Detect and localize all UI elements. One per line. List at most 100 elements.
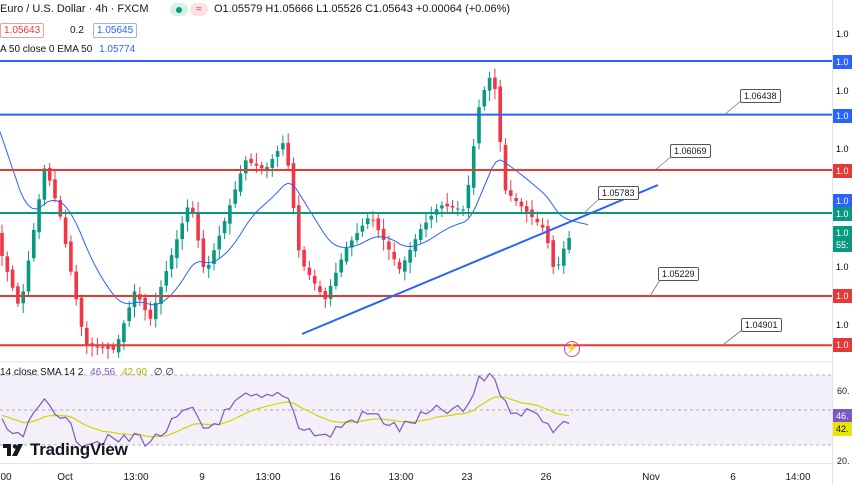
time-label: 00 xyxy=(0,472,12,483)
ema-indicator-value: 1.05774 xyxy=(99,44,136,55)
candle-body xyxy=(37,199,41,233)
candle-body xyxy=(440,205,444,209)
candle-body xyxy=(350,240,354,248)
level-price-badge: 1.0 xyxy=(833,338,852,352)
candle-body xyxy=(63,217,68,245)
candle-body xyxy=(180,223,184,239)
candle-body xyxy=(387,241,391,250)
ema-indicator-name: A 50 close 0 EMA 50 xyxy=(0,44,93,55)
level-price-badge: 1.0 xyxy=(833,55,852,69)
buy-button[interactable]: 1.05645 xyxy=(93,23,138,38)
candle-body xyxy=(259,165,264,169)
last-price-badge: 1.0 xyxy=(833,226,852,240)
time-label: 9 xyxy=(199,472,205,483)
candle-body xyxy=(328,286,333,299)
candle-body xyxy=(100,346,105,348)
data-delayed-icon: ≈ xyxy=(190,3,208,16)
candle-body xyxy=(143,297,147,311)
time-label: 13:00 xyxy=(255,472,281,483)
time-label: Nov xyxy=(642,472,660,483)
candle-body xyxy=(79,297,84,327)
ohlc-values: O1.05579 H1.05666 L1.05526 C1.05643 +0.0… xyxy=(214,3,511,15)
candle-body xyxy=(254,163,259,166)
candle-body xyxy=(53,179,57,199)
label-connector xyxy=(654,155,673,171)
rsi-value: 46.56 xyxy=(90,367,116,378)
time-label: Oct xyxy=(57,472,73,483)
tradingview-logo[interactable]: TradingView xyxy=(2,440,128,460)
candle-body xyxy=(153,302,158,320)
candle-body xyxy=(556,264,561,266)
candle-body xyxy=(175,239,179,259)
symbol-title[interactable]: Euro / U.S. Dollar · 4h · FXCM xyxy=(0,3,149,15)
candle-body xyxy=(95,346,100,348)
candle-body xyxy=(482,90,487,107)
candle-body xyxy=(265,167,269,170)
candle-body xyxy=(244,160,248,174)
candle-body xyxy=(233,189,237,204)
candle-body xyxy=(381,228,386,240)
candle-body xyxy=(339,259,343,273)
level-label-2[interactable]: 1.06069 xyxy=(670,144,711,158)
candle-body xyxy=(5,256,10,272)
candle-body xyxy=(302,249,306,267)
candle-body xyxy=(551,240,555,267)
candle-body xyxy=(466,185,471,209)
price-axis[interactable]: 1.0 1.0 1.0 1.0 1.0 1.0 1.0 1.0 1.0 1.0 … xyxy=(832,0,852,485)
level-label-3[interactable]: 1.05229 xyxy=(658,267,699,281)
ema-indicator-label[interactable]: A 50 close 0 EMA 50 1.05774 xyxy=(0,44,135,55)
candle-body xyxy=(10,269,15,288)
candle-body xyxy=(169,255,174,270)
candle-body xyxy=(456,208,460,210)
candle-body xyxy=(42,168,47,200)
candle-body xyxy=(106,346,110,349)
level-label-4[interactable]: 1.04901 xyxy=(741,318,782,332)
candle-body xyxy=(297,205,301,251)
time-axis[interactable]: 00 Oct 13:00 9 13:00 16 13:00 23 26 Nov … xyxy=(0,463,832,486)
candle-body xyxy=(238,173,243,192)
event-lightning-icon[interactable]: ⚡ xyxy=(564,341,580,357)
candle-body xyxy=(47,167,52,181)
candle-body xyxy=(122,323,126,343)
rsi-extra-values: ∅ ∅ xyxy=(153,367,174,378)
candle-body xyxy=(228,205,232,224)
label-connector xyxy=(583,197,601,214)
uptrend-line xyxy=(301,184,659,335)
time-label: 26 xyxy=(540,472,552,483)
candle-body xyxy=(281,143,285,150)
candle-body xyxy=(132,291,137,308)
price-tick: 1.0 xyxy=(836,262,849,272)
candle-body xyxy=(429,215,434,220)
candle-body xyxy=(318,286,322,292)
candle-body xyxy=(540,224,545,228)
candle-body xyxy=(58,200,63,217)
candle-body xyxy=(514,198,518,202)
rsi-sma-badge: 42. xyxy=(833,422,852,436)
trendline-label[interactable]: 1.05783 xyxy=(598,186,639,200)
sell-button[interactable]: 1.05643 xyxy=(0,23,45,38)
time-label: 6 xyxy=(730,472,736,483)
rsi-indicator-label[interactable]: 14 close SMA 14 2 46.56 42.90 ∅ ∅ xyxy=(0,367,174,378)
candle-body xyxy=(562,248,566,266)
time-label: 13:00 xyxy=(123,472,149,483)
spread-value: 0.2 xyxy=(70,25,84,36)
candle-body xyxy=(392,251,396,260)
rsi-indicator-name: 14 close SMA 14 2 xyxy=(0,367,84,378)
price-tick: 1.0 xyxy=(836,144,849,154)
candle-body xyxy=(524,206,529,212)
price-tick: 1.0 xyxy=(836,320,849,330)
market-open-icon xyxy=(170,3,188,16)
candle-body xyxy=(185,207,190,222)
candle-body xyxy=(201,238,206,267)
level-label-1[interactable]: 1.06438 xyxy=(740,89,781,103)
candle-body xyxy=(26,260,31,292)
candle-body xyxy=(21,291,25,304)
label-connector xyxy=(649,279,661,297)
candle-body xyxy=(111,346,116,350)
candle-body xyxy=(509,190,513,196)
level-price-badge: 1.0 xyxy=(833,164,852,178)
candle-body xyxy=(408,249,412,263)
candle-body xyxy=(471,146,476,188)
